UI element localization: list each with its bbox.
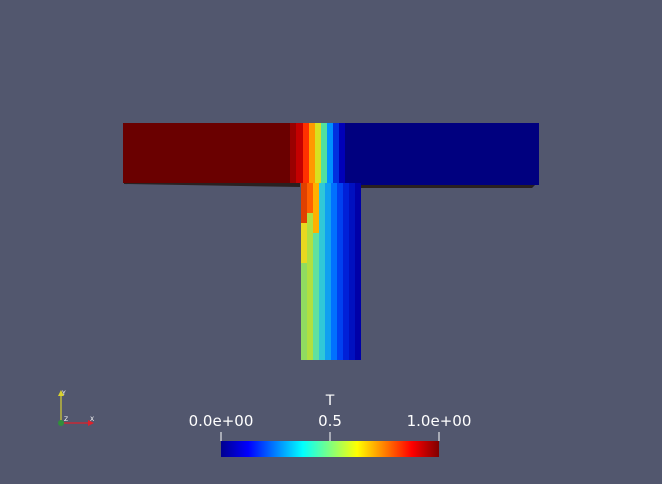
t-junction-mesh[interactable] — [123, 123, 539, 360]
axis-x-arrow — [88, 420, 94, 426]
hot-branch — [123, 123, 301, 183]
orientation-axes: X Y Z — [58, 390, 94, 426]
axis-y-arrow — [58, 390, 64, 396]
colorbar-max-label: 1.0e+00 — [407, 412, 472, 430]
axis-z-dot — [58, 420, 64, 426]
axis-x-label: X — [90, 416, 94, 423]
colorbar-title: T — [325, 393, 335, 409]
axis-z-label: Z — [64, 416, 68, 423]
axis-y-label: Y — [61, 390, 66, 397]
color-legend: T 0.0e+00 0.5 1.0e+00 — [189, 393, 472, 457]
colorbar-gradient — [221, 441, 439, 457]
cold-branch — [345, 123, 539, 185]
mixing-zone — [290, 123, 345, 185]
colorbar-mid-label: 0.5 — [318, 412, 342, 430]
outlet-stem — [301, 183, 361, 360]
colorbar-min-label: 0.0e+00 — [189, 412, 254, 430]
